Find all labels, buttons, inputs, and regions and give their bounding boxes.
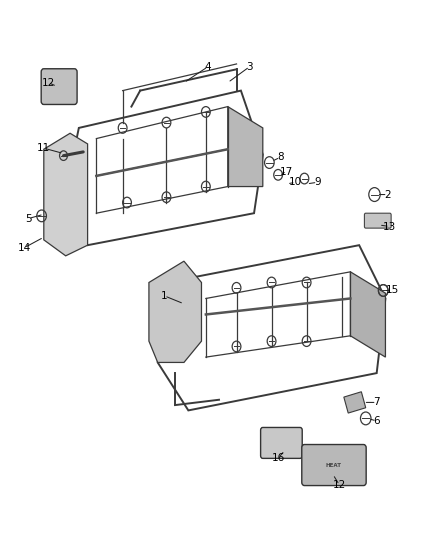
FancyBboxPatch shape xyxy=(364,213,391,228)
FancyBboxPatch shape xyxy=(261,427,302,458)
Polygon shape xyxy=(44,133,88,256)
Text: 6: 6 xyxy=(373,416,380,426)
Text: 7: 7 xyxy=(373,398,380,407)
Text: 15: 15 xyxy=(385,286,399,295)
Polygon shape xyxy=(350,272,385,357)
FancyBboxPatch shape xyxy=(41,69,77,104)
Text: 16: 16 xyxy=(272,454,285,463)
Text: 17: 17 xyxy=(280,167,293,176)
Polygon shape xyxy=(228,107,263,187)
Text: 13: 13 xyxy=(383,222,396,231)
Text: 5: 5 xyxy=(25,214,32,223)
Text: 14: 14 xyxy=(18,243,31,253)
Text: 4: 4 xyxy=(205,62,212,71)
Text: 1: 1 xyxy=(161,291,168,301)
Text: 11: 11 xyxy=(37,143,50,153)
Text: 9: 9 xyxy=(314,177,321,187)
Text: 2: 2 xyxy=(384,190,391,199)
Text: HEAT: HEAT xyxy=(326,463,342,467)
FancyBboxPatch shape xyxy=(302,445,366,486)
Text: 12: 12 xyxy=(42,78,55,87)
Text: 3: 3 xyxy=(246,62,253,71)
Text: 10: 10 xyxy=(289,177,302,187)
Polygon shape xyxy=(344,392,366,413)
Text: 12: 12 xyxy=(333,480,346,490)
Polygon shape xyxy=(149,261,201,362)
Text: 8: 8 xyxy=(277,152,284,162)
